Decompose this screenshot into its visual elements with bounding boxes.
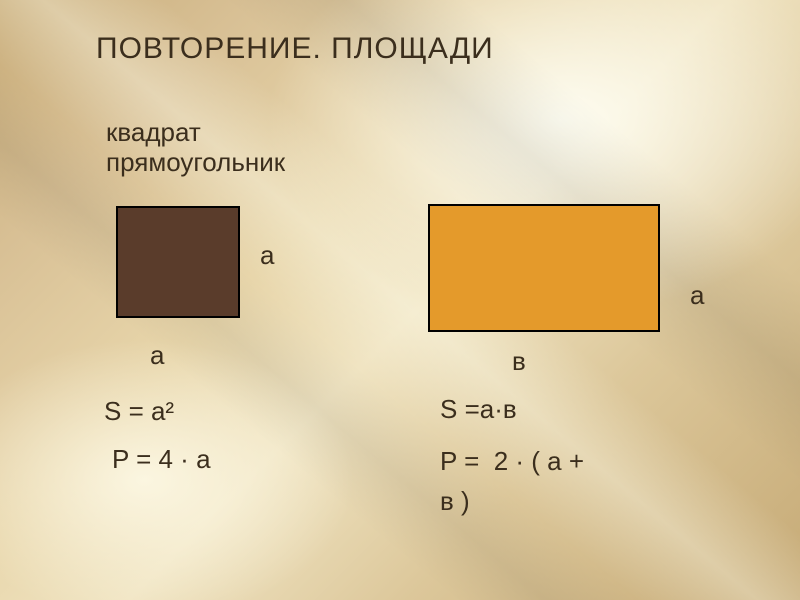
slide-title: ПОВТОРЕНИЕ. ПЛОЩАДИ bbox=[96, 32, 494, 66]
rectangle-side-label-right: а bbox=[690, 280, 704, 311]
slide-subtitle: квадрат прямоугольник bbox=[106, 118, 285, 178]
rectangle-perimeter-line2: в ) bbox=[440, 486, 470, 517]
square-area-formula: S = а² bbox=[104, 396, 174, 427]
subtitle-line-2: прямоугольник bbox=[106, 148, 285, 178]
square-side-label-bottom: а bbox=[150, 340, 164, 371]
rectangle-side-label-bottom: в bbox=[512, 346, 526, 377]
square-perimeter-formula: P = 4 · а bbox=[112, 444, 211, 475]
subtitle-line-1: квадрат bbox=[106, 118, 285, 148]
rectangle-perimeter-line1: P = 2 · ( а + bbox=[440, 446, 584, 477]
square-shape bbox=[116, 206, 240, 318]
square-side-label-right: а bbox=[260, 240, 274, 271]
rectangle-area-formula: S =а·в bbox=[440, 394, 517, 425]
rectangle-shape bbox=[428, 204, 660, 332]
